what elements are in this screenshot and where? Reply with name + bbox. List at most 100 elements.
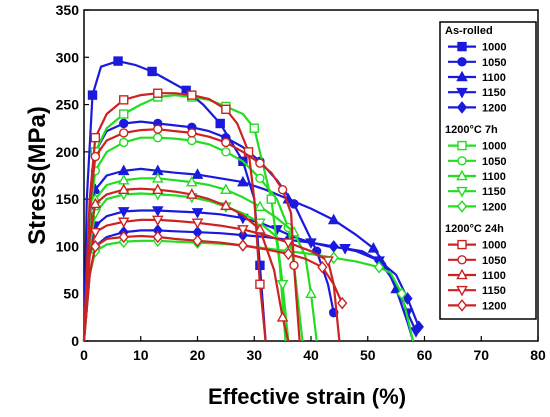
legend-entry-label: 1200 bbox=[482, 300, 506, 312]
data-point bbox=[151, 183, 164, 194]
y-tick-label: 150 bbox=[56, 191, 80, 207]
legend-marker bbox=[457, 57, 467, 67]
data-point bbox=[90, 240, 101, 253]
legend-entry-label: 1100 bbox=[482, 72, 506, 84]
data-point bbox=[277, 184, 288, 195]
data-point bbox=[186, 188, 198, 199]
data-point bbox=[89, 227, 102, 239]
data-point bbox=[113, 56, 123, 66]
data-point bbox=[220, 199, 232, 211]
legend-marker bbox=[456, 101, 468, 114]
legend-group-title: As-rolled bbox=[445, 25, 493, 37]
data-point bbox=[153, 132, 163, 143]
legend-entry-label: 1050 bbox=[482, 156, 506, 168]
x-tick-label: 10 bbox=[133, 347, 149, 363]
series-line bbox=[82, 239, 415, 342]
series-as-rolled-1000 bbox=[82, 56, 267, 342]
data-point bbox=[328, 240, 339, 253]
data-point bbox=[255, 279, 265, 289]
legend-entry-label: 1050 bbox=[482, 57, 506, 69]
data-point bbox=[117, 207, 130, 218]
data-point bbox=[282, 238, 295, 249]
y-tick-label: 200 bbox=[56, 144, 80, 160]
data-point bbox=[402, 292, 413, 305]
data-point bbox=[117, 217, 130, 229]
data-point bbox=[276, 279, 289, 291]
data-point bbox=[187, 90, 197, 100]
series-24h-1050 bbox=[82, 124, 301, 342]
series-as-rolled-1200 bbox=[82, 224, 424, 342]
data-point bbox=[255, 173, 265, 184]
legend-entry-label: 1100 bbox=[482, 171, 506, 183]
data-point bbox=[276, 311, 289, 322]
y-axis-title: Stress(MPa) bbox=[24, 106, 51, 245]
y-tick-label: 50 bbox=[63, 286, 79, 302]
series-layer bbox=[82, 56, 424, 342]
legend-marker bbox=[457, 239, 467, 250]
legend-entry-label: 1000 bbox=[482, 240, 506, 252]
x-tick-label: 30 bbox=[246, 347, 262, 363]
x-tick-label: 80 bbox=[530, 347, 546, 363]
x-tick-label: 50 bbox=[360, 347, 376, 363]
data-point bbox=[119, 137, 129, 148]
series-line bbox=[82, 192, 290, 342]
data-point bbox=[283, 247, 294, 261]
x-axis-title: Effective strain (%) bbox=[208, 384, 406, 409]
series-24h-1150 bbox=[82, 215, 341, 342]
data-point bbox=[255, 158, 265, 168]
data-point bbox=[186, 175, 198, 187]
legend-entry-label: 1000 bbox=[482, 141, 506, 153]
data-point bbox=[215, 118, 225, 129]
data-point bbox=[322, 256, 334, 267]
y-tick-label: 350 bbox=[56, 2, 80, 18]
series-24h-1000 bbox=[82, 88, 267, 342]
data-point bbox=[153, 124, 163, 134]
data-point bbox=[119, 128, 129, 138]
data-point bbox=[118, 230, 129, 244]
series-24h-1200 bbox=[82, 230, 348, 342]
data-point bbox=[374, 260, 385, 274]
legend: As-rolled 1000 1050 1100 1150 1200 1200°C 7h 10… bbox=[439, 21, 537, 320]
data-point bbox=[90, 151, 101, 162]
series-as-rolled-1150 bbox=[82, 206, 422, 342]
data-point bbox=[151, 215, 164, 227]
data-point bbox=[191, 168, 204, 179]
data-point bbox=[87, 90, 98, 100]
legend-marker bbox=[456, 285, 468, 297]
legend-entry-label: 1200 bbox=[482, 201, 506, 213]
data-point bbox=[367, 242, 380, 253]
legend-entry-label: 1050 bbox=[482, 255, 506, 267]
x-tick-label: 60 bbox=[417, 347, 433, 363]
data-point bbox=[187, 135, 197, 146]
data-point bbox=[237, 225, 249, 236]
series-24h-1100 bbox=[82, 183, 290, 342]
y-tick-label: 100 bbox=[56, 238, 80, 254]
legend-entry-label: 1150 bbox=[482, 186, 506, 198]
data-point bbox=[153, 88, 163, 98]
data-point bbox=[317, 260, 328, 274]
legend-marker bbox=[456, 299, 468, 312]
legend-entry-label: 1150 bbox=[482, 87, 506, 99]
data-point bbox=[237, 239, 248, 252]
legend-marker bbox=[456, 268, 468, 280]
data-point bbox=[90, 132, 101, 143]
legend-marker bbox=[456, 70, 468, 82]
x-tick-label: 0 bbox=[80, 347, 88, 363]
legend-marker bbox=[456, 186, 468, 198]
y-tick-label: 250 bbox=[56, 97, 80, 113]
legend-box bbox=[439, 21, 537, 320]
data-point bbox=[187, 128, 197, 138]
legend-entry-label: 1150 bbox=[482, 285, 506, 297]
legend-marker bbox=[457, 41, 467, 52]
data-point bbox=[192, 234, 203, 248]
data-point bbox=[289, 260, 299, 271]
legend-marker bbox=[457, 140, 467, 151]
legend-entry-label: 1000 bbox=[482, 42, 506, 54]
data-point bbox=[396, 287, 407, 301]
legend-marker bbox=[456, 169, 468, 181]
data-point bbox=[266, 194, 276, 204]
data-point bbox=[89, 197, 102, 209]
data-point bbox=[337, 296, 348, 310]
legend-marker bbox=[457, 255, 467, 265]
